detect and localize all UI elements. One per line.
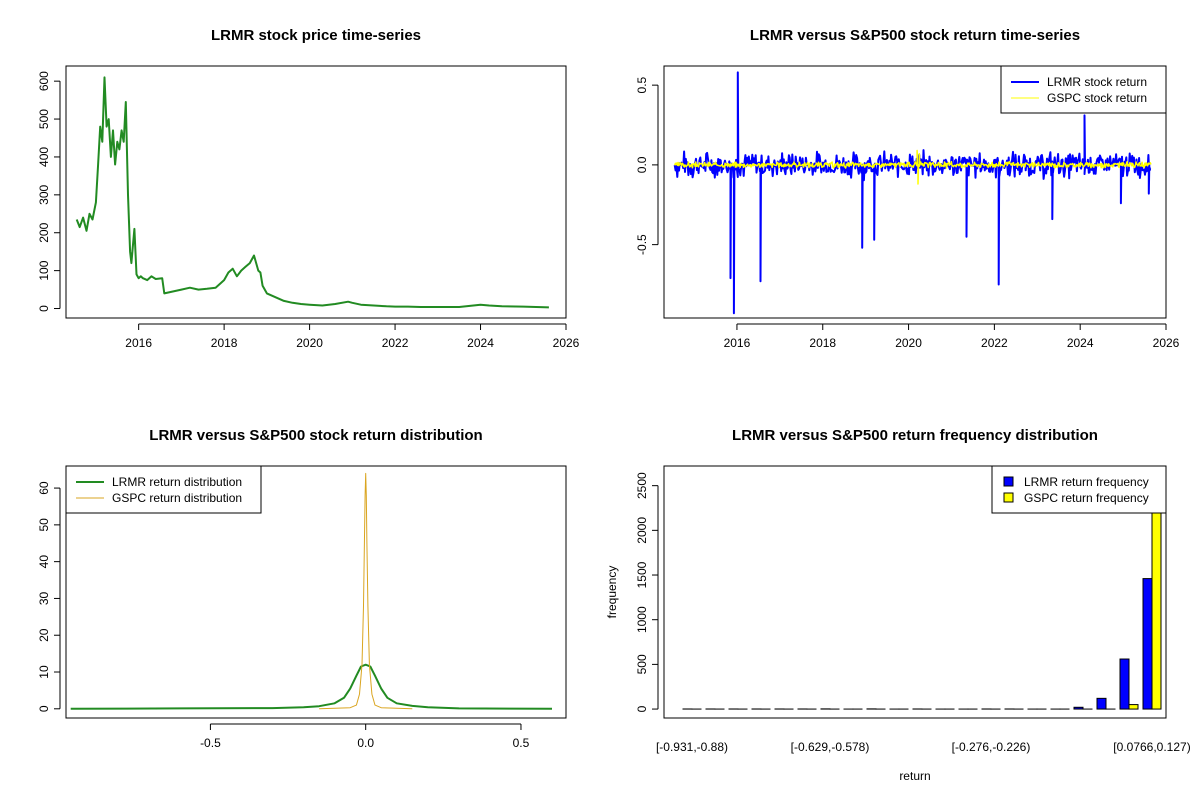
x-group-labels: [-0.931,-0.88) [-0.629,-0.578) [-0.276,-0.… — [656, 740, 1191, 754]
y-tick-label: 0 — [37, 305, 51, 312]
x-axis: -0.5 0.0 0.5 — [200, 723, 530, 750]
legend: LRMR return distribution GSPC return dist… — [65, 465, 262, 514]
legend-box — [991, 465, 1167, 514]
legend-label: GSPC return frequency — [1024, 491, 1149, 505]
bar — [1175, 707, 1184, 709]
y-tick-label: 100 — [37, 260, 51, 280]
x-tick-label: 2026 — [1153, 336, 1180, 350]
y-tick-label: 200 — [37, 222, 51, 242]
plot-area — [682, 466, 1198, 710]
x-tick-label: -0.5 — [200, 736, 221, 750]
plot-area — [673, 71, 1152, 315]
x-tick-label: 2018 — [809, 336, 836, 350]
plot-area — [70, 472, 553, 710]
chart-2: LRMR versus S&P500 stock return time-ser… — [635, 27, 1180, 350]
legend: LRMR stock return GSPC stock return — [1000, 65, 1167, 114]
y-tick-label: 500 — [635, 654, 649, 674]
x-tick-label: 2024 — [467, 336, 494, 350]
y-tick-label: 60 — [37, 481, 51, 495]
legend: LRMR return frequency GSPC return frequen… — [991, 465, 1167, 514]
y-axis: 0 100 200 300 400 500 600 — [37, 71, 61, 312]
bar — [1189, 699, 1198, 709]
y-tick-label: 2000 — [635, 517, 649, 544]
plot-frame — [663, 65, 1167, 319]
bar-series-1 — [682, 578, 1198, 710]
plot-frame — [65, 65, 567, 319]
chart-title: LRMR versus S&P500 stock return time-ser… — [750, 27, 1080, 44]
chart-4: LRMR versus S&P500 return frequency dist… — [605, 427, 1198, 783]
series-line-2 — [673, 149, 1152, 185]
legend-label: LRMR return frequency — [1024, 475, 1149, 489]
y-tick-label: 600 — [37, 71, 51, 91]
bar — [1142, 578, 1153, 710]
bar — [1165, 663, 1166, 710]
y-axis: 0.5 0.0 -0.5 — [635, 76, 659, 255]
y-tick-label: 0.0 — [635, 156, 649, 173]
x-tick-label: [-0.931,-0.88) — [656, 740, 728, 754]
x-tick-label: 2020 — [895, 336, 922, 350]
y-tick-label: 0.5 — [635, 76, 649, 93]
x-tick-label: 2016 — [724, 336, 751, 350]
bar — [1151, 466, 1162, 710]
legend-swatch — [1003, 476, 1014, 487]
x-tick-label: [-0.629,-0.578) — [791, 740, 870, 754]
legend-label: LRMR stock return — [1047, 75, 1147, 89]
y-axis-label: frequency — [605, 566, 619, 619]
y-tick-label: 1000 — [635, 606, 649, 633]
legend-box — [65, 465, 262, 514]
bar — [1073, 706, 1084, 710]
series-line-2 — [319, 472, 413, 710]
series-line-1 — [673, 71, 1152, 315]
y-tick-label: 500 — [37, 109, 51, 129]
bar — [1128, 704, 1139, 710]
y-tick-label: 1500 — [635, 561, 649, 588]
x-tick-label: 2020 — [296, 336, 323, 350]
bar-series-2 — [691, 466, 1184, 710]
y-tick-label: 300 — [37, 185, 51, 205]
x-tick-label: [-0.276,-0.226) — [952, 740, 1031, 754]
y-tick-label: 400 — [37, 147, 51, 167]
x-tick-label: 2024 — [1067, 336, 1094, 350]
x-tick-label: 2022 — [382, 336, 409, 350]
x-axis: 2016 2018 2020 2022 2024 2026 — [724, 323, 1180, 350]
legend-label: GSPC return distribution — [112, 491, 242, 505]
x-tick-label: [0.0766,0.127) — [1113, 740, 1190, 754]
y-tick-label: 50 — [37, 518, 51, 532]
x-tick-label: 2018 — [211, 336, 238, 350]
x-axis-label: return — [899, 769, 930, 783]
chart-title: LRMR stock price time-series — [211, 27, 421, 44]
y-tick-label: 40 — [37, 555, 51, 569]
y-tick-label: 2500 — [635, 472, 649, 499]
legend-swatch — [1003, 492, 1014, 503]
y-tick-label: 0 — [37, 705, 51, 712]
plot-frame — [663, 465, 1167, 719]
chart-title: LRMR versus S&P500 return frequency dist… — [732, 427, 1098, 444]
y-tick-label: 20 — [37, 628, 51, 642]
chart-3: LRMR versus S&P500 stock return distribu… — [37, 427, 567, 750]
legend-label: GSPC stock return — [1047, 91, 1147, 105]
legend-label: LRMR return distribution — [112, 475, 242, 489]
legend-box — [1000, 65, 1167, 114]
plot-frame — [65, 465, 567, 719]
chart-1: LRMR stock price time-series 0 100 200 300 40… — [37, 27, 580, 350]
y-tick-label: 30 — [37, 591, 51, 605]
y-tick-label: 0 — [635, 705, 649, 712]
x-axis: 2016 2018 2020 2022 2024 2026 — [125, 323, 580, 350]
plot-area — [75, 76, 549, 309]
y-axis: 0 10 20 30 40 50 60 — [37, 481, 61, 712]
chart-title: LRMR versus S&P500 stock return distribu… — [149, 427, 482, 444]
x-tick-label: 2016 — [125, 336, 152, 350]
x-tick-label: 0.0 — [357, 736, 374, 750]
y-tick-label: 10 — [37, 665, 51, 679]
bar — [1096, 697, 1107, 710]
bar — [1119, 658, 1130, 710]
y-axis: 0 500 1000 1500 2000 2500 — [635, 472, 659, 712]
series-line-1 — [75, 76, 549, 309]
x-tick-label: 2026 — [553, 336, 580, 350]
y-tick-label: -0.5 — [635, 234, 649, 255]
x-tick-label: 2022 — [981, 336, 1008, 350]
series-line-1 — [70, 663, 553, 710]
x-tick-label: 0.5 — [513, 736, 530, 750]
